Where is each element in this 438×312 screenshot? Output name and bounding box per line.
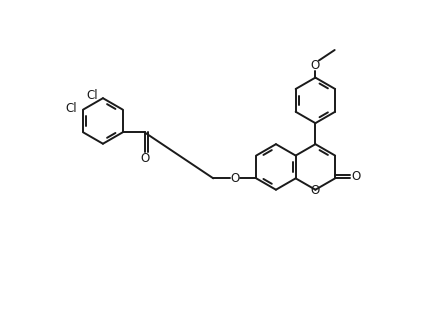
Text: Cl: Cl	[65, 102, 77, 115]
Text: O: O	[140, 152, 149, 165]
Text: O: O	[311, 59, 320, 72]
Text: Cl: Cl	[86, 90, 98, 103]
Text: O: O	[230, 172, 240, 185]
Text: O: O	[311, 184, 320, 197]
Text: O: O	[351, 170, 360, 183]
